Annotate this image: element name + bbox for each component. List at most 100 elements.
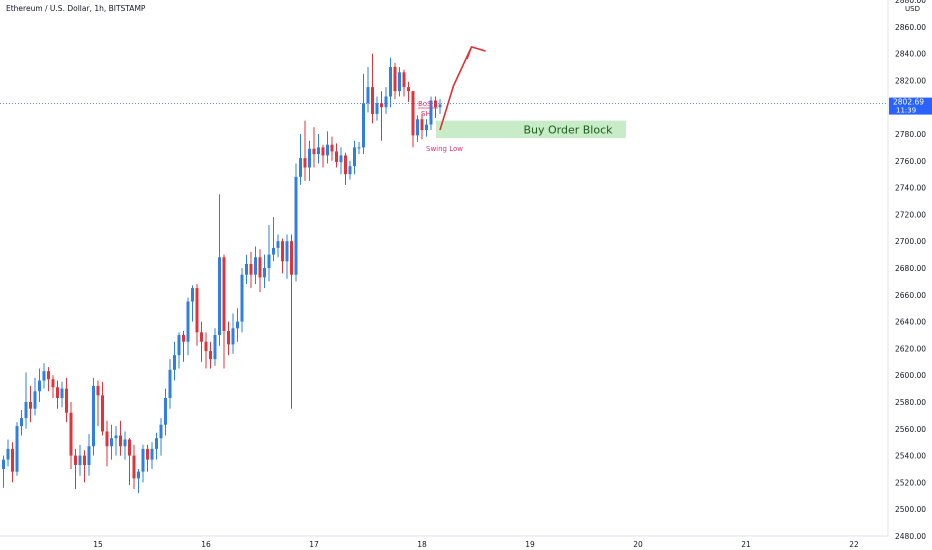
candle-bearish: [119, 435, 122, 447]
candle-bearish: [29, 402, 32, 409]
candle-bullish: [177, 335, 181, 356]
candle-bearish: [132, 455, 136, 479]
candle-bullish: [87, 446, 91, 465]
candle-bullish: [24, 402, 28, 419]
candle-bearish: [51, 379, 55, 388]
candle-bullish: [272, 247, 275, 255]
candle-bullish: [267, 254, 271, 268]
y-tick-label: 2820.00: [895, 76, 926, 85]
candle-bearish: [303, 158, 307, 168]
candle-bullish: [299, 158, 302, 177]
current-price-value: 2802.69: [893, 98, 924, 107]
y-tick-label: 2580.00: [895, 398, 926, 407]
y-tick-label: 2760.00: [895, 157, 926, 166]
candle-bullish: [213, 335, 217, 360]
candle-bullish: [60, 388, 64, 398]
candle-bearish: [407, 87, 410, 92]
candle-bearish: [281, 241, 284, 262]
candle-bullish: [141, 448, 145, 472]
y-tick-label: 2680.00: [895, 264, 926, 273]
x-tick-label: 19: [525, 540, 535, 549]
x-tick-label: 17: [309, 540, 319, 549]
y-tick-label: 2600.00: [895, 371, 926, 380]
candle-bullish: [366, 87, 370, 104]
candle-bullish: [245, 263, 248, 275]
current-price-badge: [889, 97, 932, 115]
y-tick-label: 2520.00: [895, 478, 926, 487]
candle-bullish: [384, 96, 388, 108]
candle-bullish: [285, 241, 289, 262]
candle-bullish: [78, 455, 82, 465]
candle-bearish: [330, 144, 334, 152]
candle-bearish: [411, 91, 415, 136]
candle-bearish: [146, 448, 149, 460]
candle-bullish: [231, 328, 235, 345]
swing-low-label: Swing Low: [426, 145, 463, 153]
candle-bearish: [204, 341, 208, 352]
x-tick-label: 18: [417, 540, 427, 549]
x-tick-label: 21: [741, 540, 751, 549]
y-tick-label: 2700.00: [895, 237, 926, 246]
candle-bearish: [393, 67, 397, 92]
candle-bearish: [312, 148, 316, 155]
y-tick-label: 2860.00: [895, 23, 926, 32]
x-tick-label: 22: [849, 540, 859, 549]
candle-bearish: [74, 455, 77, 465]
candle-bullish: [240, 274, 244, 322]
x-tick-label: 16: [201, 540, 211, 549]
candle-bullish: [191, 288, 194, 302]
time-axis: 15 16 17 18 19 20 21 22: [93, 540, 859, 549]
y-tick-label: 2540.00: [895, 452, 926, 461]
candle-bearish: [47, 371, 50, 380]
candle-bearish: [258, 257, 262, 278]
candle-bearish: [209, 351, 212, 360]
candle-bullish: [159, 424, 163, 439]
candle-bullish: [353, 147, 356, 167]
candle-bullish: [326, 144, 329, 156]
candle-bullish: [155, 438, 158, 449]
candle-bullish: [137, 471, 140, 479]
x-tick-label: 15: [93, 540, 103, 549]
candle-bullish: [425, 124, 428, 130]
candle-bearish: [420, 119, 424, 130]
candle-bearish: [195, 288, 199, 333]
y-tick-label: 2640.00: [895, 318, 926, 327]
candle-bearish: [321, 147, 325, 156]
candle-bullish: [339, 155, 343, 163]
candle-bearish: [69, 412, 73, 456]
candle-bullish: [308, 148, 311, 168]
candle-bullish: [398, 72, 401, 92]
chart-title: Ethereum / U.S. Dollar, 1h, BITSTAMP: [6, 4, 146, 13]
candle-bearish: [335, 151, 338, 163]
sh-label: SH: [421, 110, 431, 118]
candle-bearish: [128, 439, 131, 456]
candle-bearish: [83, 455, 86, 465]
candle-bullish: [33, 391, 37, 409]
candle-bearish: [402, 72, 406, 88]
candle-bullish: [416, 119, 419, 136]
candle-bullish: [164, 397, 167, 425]
candle-bullish: [2, 459, 5, 469]
candles-layer: [2, 53, 442, 494]
candle-bullish: [357, 147, 361, 149]
candle-bullish: [236, 321, 239, 329]
candle-bullish: [92, 385, 95, 447]
candle-bullish: [38, 380, 41, 392]
candle-bearish: [380, 103, 383, 108]
y-tick-label: 2560.00: [895, 425, 926, 434]
candle-bearish: [290, 241, 293, 275]
y-tick-label: 2740.00: [895, 184, 926, 193]
candle-bearish: [105, 431, 109, 447]
candle-bullish: [362, 103, 365, 148]
candle-bullish: [294, 176, 298, 275]
projection-arrow: [439, 46, 486, 131]
candle-bullish: [375, 103, 379, 114]
y-tick-label: 2840.00: [895, 50, 926, 59]
candle-bullish: [317, 147, 320, 155]
candle-bearish: [11, 448, 14, 472]
candle-bearish: [182, 335, 185, 342]
y-tick-label: 2620.00: [895, 344, 926, 353]
candle-bullish: [42, 371, 46, 381]
candle-bullish: [389, 67, 392, 97]
